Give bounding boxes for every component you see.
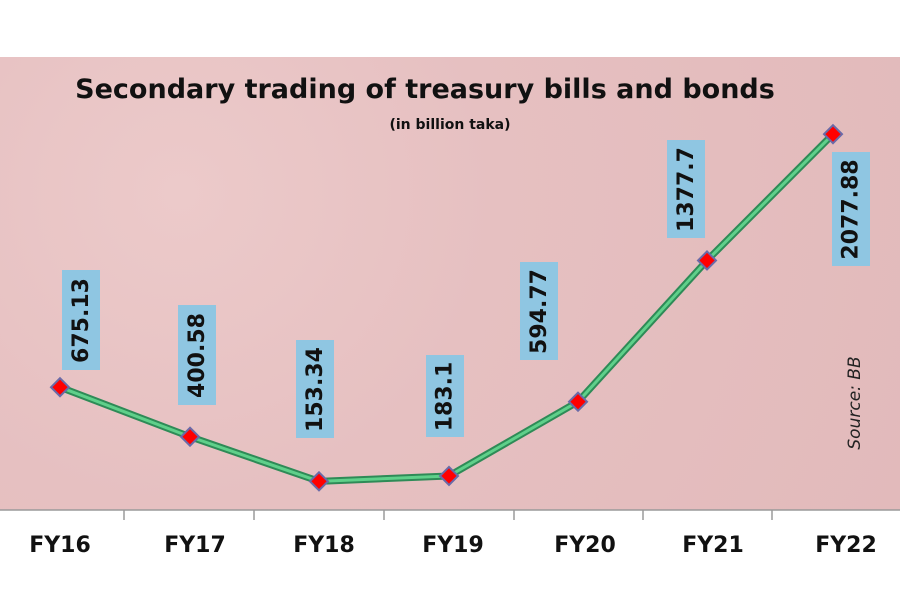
data-point-marker	[696, 250, 718, 271]
data-label: 183.1	[426, 355, 464, 437]
data-label: 2077.88	[832, 152, 870, 266]
data-label-text: 153.34	[302, 346, 328, 432]
data-point-marker	[49, 376, 71, 398]
data-label: 675.13	[62, 270, 100, 370]
data-label-text: 2077.88	[838, 158, 864, 260]
data-point-marker	[438, 465, 460, 487]
data-label-text: 675.13	[68, 277, 94, 363]
data-label-text: 1377.7	[673, 146, 699, 232]
data-label-text: 594.77	[526, 268, 552, 354]
chart-title: Secondary trading of treasury bills and …	[75, 74, 775, 105]
data-label: 153.34	[296, 340, 334, 438]
x-tick-label: FY16	[29, 533, 91, 558]
source-note: Source: BB	[845, 356, 865, 450]
data-label-text: 183.1	[432, 361, 458, 431]
data-point-marker	[822, 123, 844, 145]
x-tick-label: FY17	[164, 533, 226, 558]
data-label: 594.77	[520, 262, 558, 360]
x-tick-label: FY21	[682, 533, 744, 558]
data-label-text: 400.58	[184, 312, 210, 398]
x-tick-label: FY18	[293, 533, 355, 558]
data-point-marker	[567, 391, 589, 413]
data-point-marker	[308, 470, 330, 492]
data-label: 1377.7	[667, 140, 705, 238]
x-tick-label: FY20	[554, 533, 616, 558]
x-tick-label: FY22	[815, 533, 877, 558]
data-point-marker	[179, 426, 201, 448]
data-label: 400.58	[178, 305, 216, 405]
x-tick-label: FY19	[422, 533, 484, 558]
chart-subtitle: (in billion taka)	[389, 117, 511, 133]
